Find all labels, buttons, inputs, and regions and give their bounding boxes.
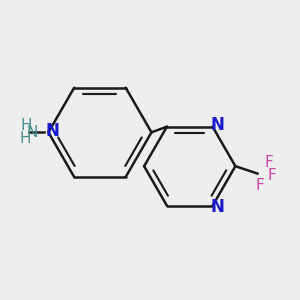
- Text: H: H: [19, 131, 31, 146]
- Text: N: N: [210, 116, 224, 134]
- Text: H: H: [21, 118, 32, 134]
- Text: N: N: [46, 122, 60, 140]
- Text: F: F: [265, 155, 274, 170]
- Text: N: N: [210, 198, 224, 216]
- Text: F: F: [256, 178, 264, 194]
- Text: N: N: [26, 125, 38, 140]
- Text: F: F: [268, 167, 277, 182]
